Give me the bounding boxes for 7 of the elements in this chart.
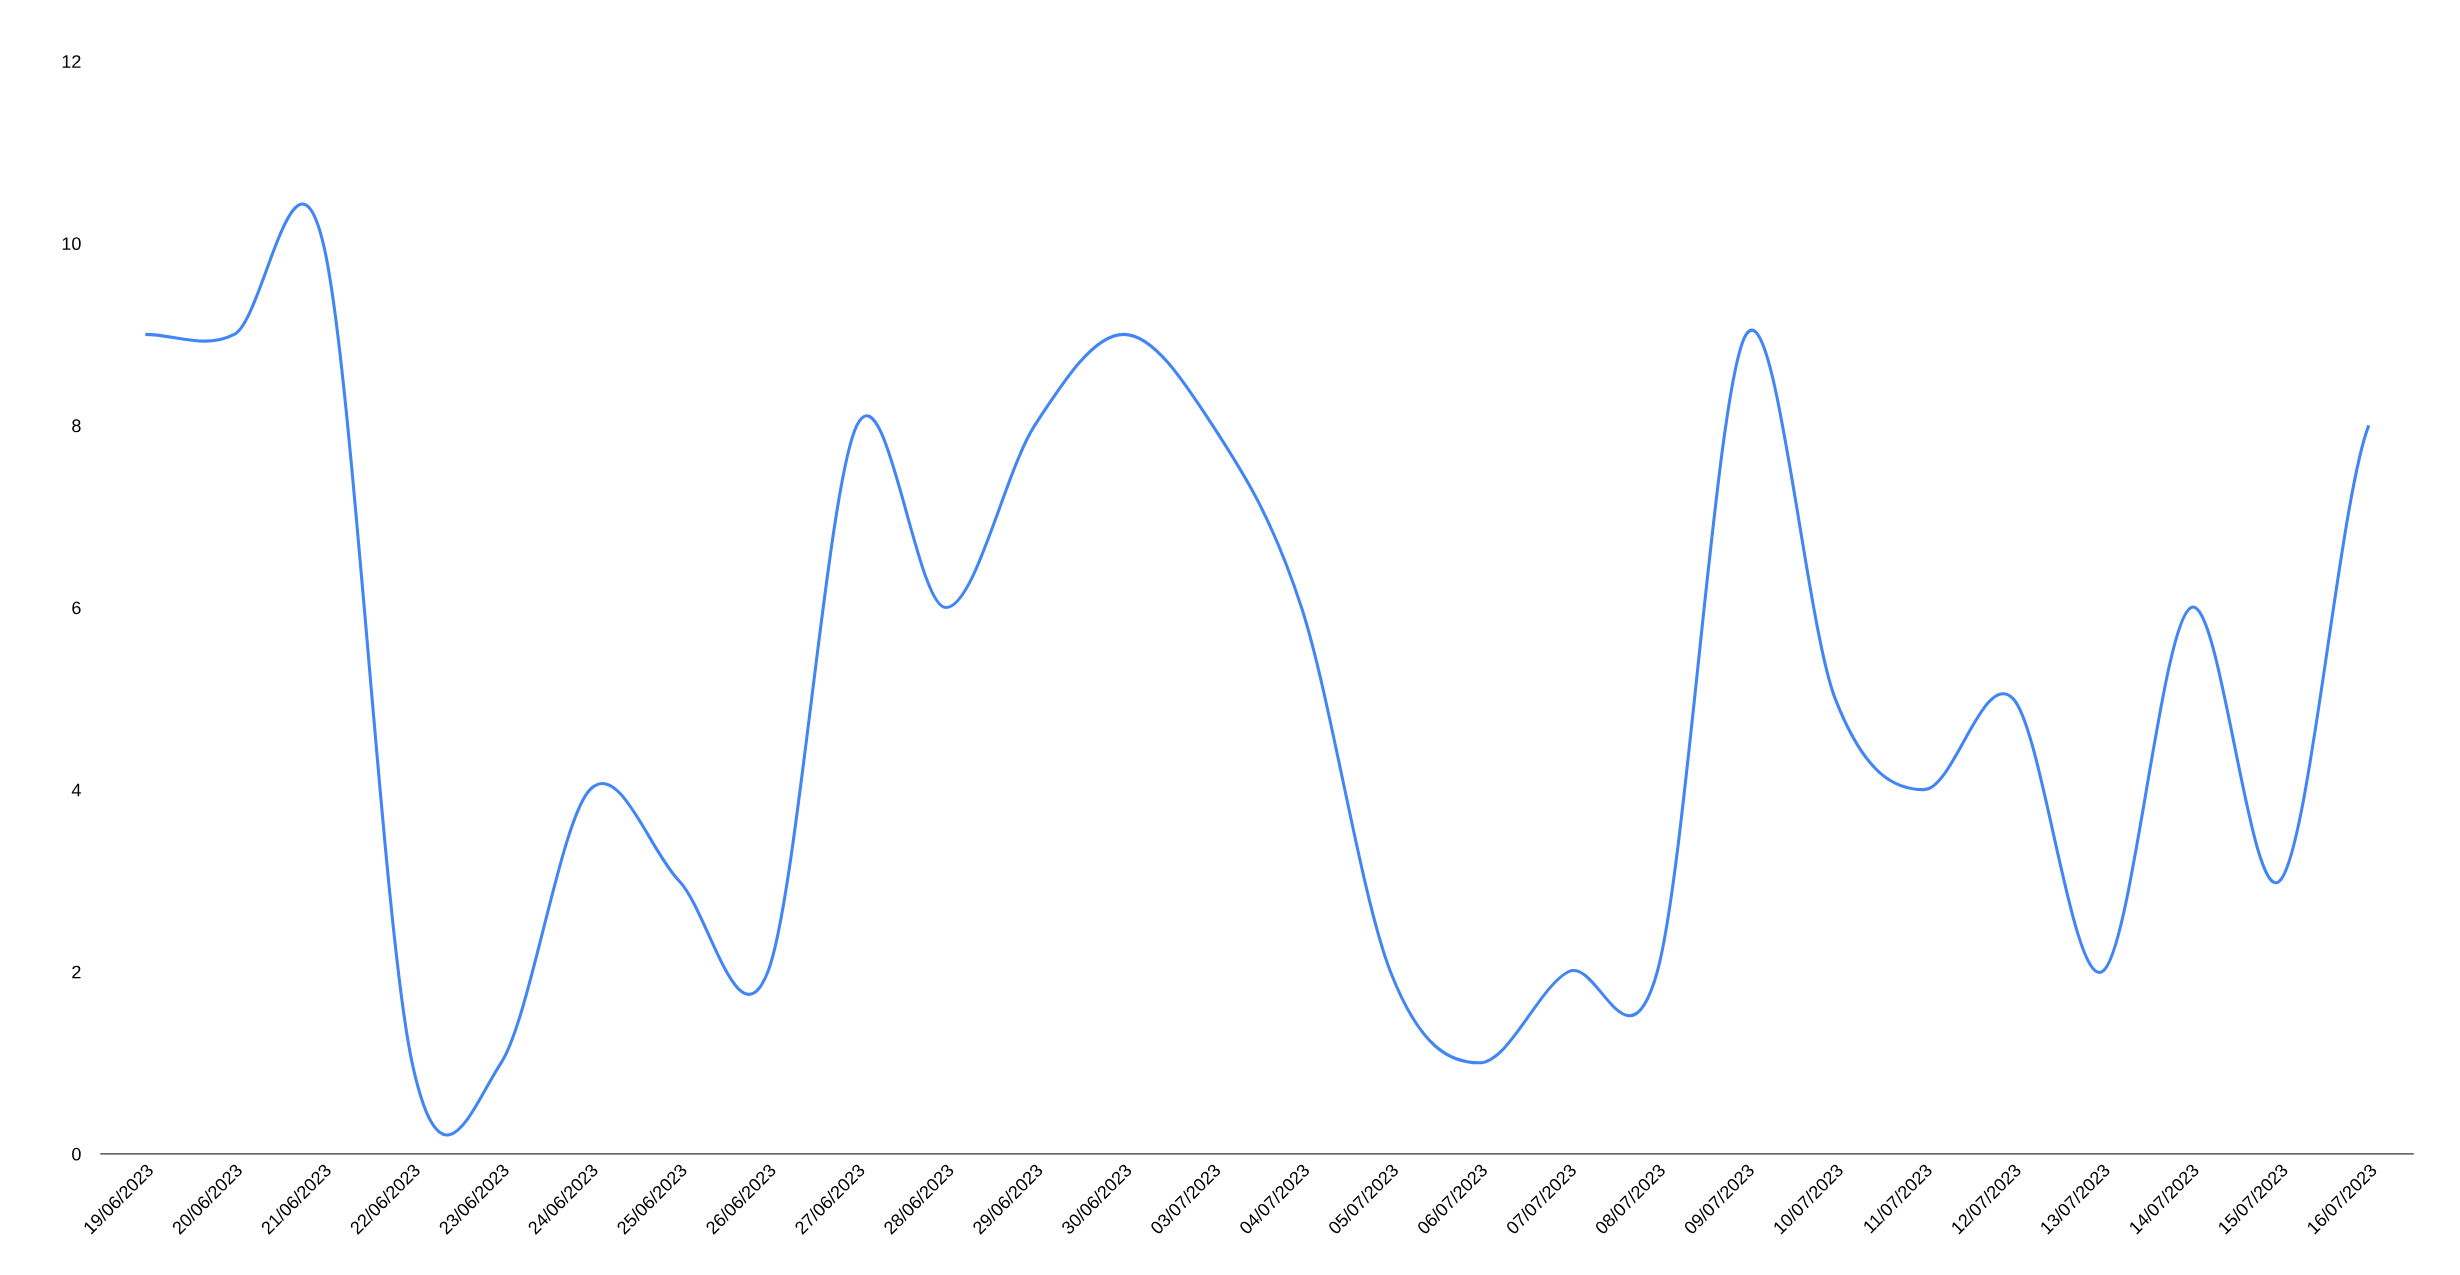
y-tick-label: 8 [72,419,81,433]
y-tick-label: 0 [72,1147,81,1161]
y-tick-label: 12 [62,55,81,68]
y-tick-label: 4 [71,783,81,797]
y-tick-label: 2 [72,965,81,979]
y-tick-label: 10 [62,237,81,251]
y-tick-label: 6 [72,601,81,615]
